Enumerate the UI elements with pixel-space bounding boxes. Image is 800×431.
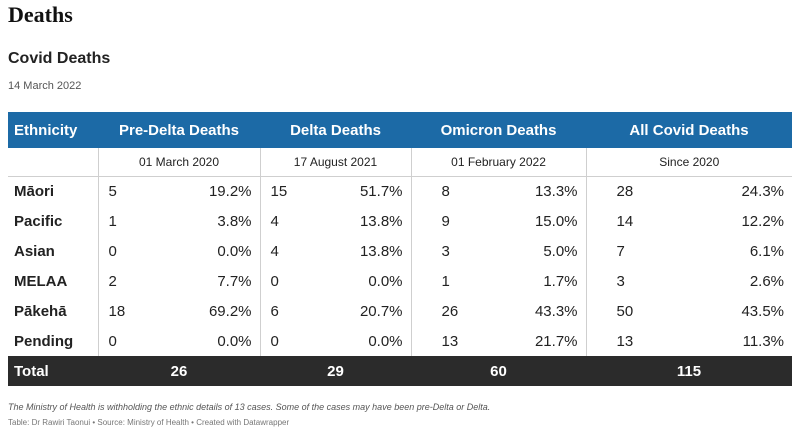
omicron-count: 1	[410, 266, 472, 296]
pre-delta-percent: 69.2%	[208, 302, 252, 320]
pre-delta-count: 1	[97, 206, 154, 236]
subheader-all-date: Since 2020	[585, 148, 793, 177]
all-covid-percent: 11.3%	[742, 332, 785, 350]
omicron-percent: 43.3%	[534, 302, 578, 320]
all-covid-count: 28	[585, 176, 649, 206]
delta-percent: 0.0%	[368, 272, 403, 290]
table-row: Pending 0 0.0% 0 0.0% 13 21.7% 13 11.3%	[8, 326, 792, 356]
omicron-count: 13	[410, 326, 472, 356]
delta-percent: 13.8%	[359, 242, 403, 260]
table-body: Māori 5 19.2% 15 51.7% 8 13.3% 28 24.3% Pacific 1 3…	[8, 176, 792, 356]
all-covid-percent: 43.5%	[741, 302, 785, 320]
table-row: Pākehā 18 69.2% 6 20.7% 26 43.3% 50 43.5%	[8, 296, 792, 326]
ethnicity-cell: Pending	[14, 332, 74, 350]
delta-percent: 0.0%	[368, 332, 403, 350]
header-row: Ethnicity Pre-Delta Deaths Delta Deaths …	[8, 112, 793, 148]
delta-count: 4	[259, 206, 301, 236]
table-row: Pacific 1 3.8% 4 13.8% 9 15.0% 14 12.2%	[8, 206, 792, 236]
delta-count: 4	[259, 236, 301, 266]
omicron-percent: 15.0%	[534, 212, 578, 230]
delta-count: 0	[259, 326, 301, 356]
pre-delta-count: 2	[97, 266, 154, 296]
subheader-delta-date: 17 August 2021	[259, 148, 412, 177]
total-row: Total 26 29 60 115	[8, 356, 793, 386]
column-header-omicron: Omicron Deaths	[411, 112, 587, 148]
omicron-count: 3	[410, 236, 472, 266]
column-header-all-covid: All Covid Deaths	[586, 112, 793, 148]
omicron-percent: 1.7%	[543, 272, 578, 290]
table-credit: Table: Dr Rawiri Taonui • Source: Minist…	[8, 418, 290, 427]
subheader-empty	[8, 148, 98, 177]
all-covid-count: 14	[585, 206, 649, 236]
subheader-pre-delta-date: 01 March 2020	[97, 148, 261, 177]
pre-delta-percent: 3.8%	[217, 212, 252, 230]
omicron-count: 26	[410, 296, 472, 326]
ethnicity-cell: MELAA	[14, 272, 68, 290]
column-header-delta: Delta Deaths	[260, 112, 412, 148]
page-heading: Deaths	[8, 2, 73, 27]
total-label: Total	[8, 356, 98, 386]
all-covid-count: 50	[585, 296, 649, 326]
total-all: 115	[586, 356, 793, 386]
pre-delta-count: 0	[97, 326, 154, 356]
all-covid-count: 7	[585, 236, 649, 266]
all-covid-count: 13	[585, 326, 649, 356]
pre-delta-percent: 0.0%	[217, 242, 252, 260]
omicron-percent: 21.7%	[534, 332, 578, 350]
column-header-ethnicity: Ethnicity	[8, 112, 98, 148]
delta-count: 6	[259, 296, 301, 326]
omicron-percent: 5.0%	[543, 242, 578, 260]
all-covid-percent: 2.6%	[749, 272, 785, 290]
covid-deaths-table: Ethnicity Pre-Delta Deaths Delta Deaths …	[8, 112, 793, 386]
table-notes: The Ministry of Health is withholding th…	[8, 402, 491, 412]
subheader-omicron-date: 01 February 2022	[410, 148, 587, 177]
pre-delta-percent: 0.0%	[217, 332, 252, 350]
delta-percent: 20.7%	[359, 302, 403, 320]
ethnicity-cell: Asian	[14, 242, 55, 260]
table-row: MELAA 2 7.7% 0 0.0% 1 1.7% 3 2.6%	[8, 266, 792, 296]
delta-count: 15	[259, 176, 301, 206]
table-title: Covid Deaths	[8, 50, 111, 67]
total-pre-delta: 26	[98, 356, 261, 386]
column-header-pre-delta: Pre-Delta Deaths	[98, 112, 261, 148]
all-covid-percent: 24.3%	[741, 182, 785, 200]
delta-count: 0	[259, 266, 301, 296]
omicron-percent: 13.3%	[534, 182, 578, 200]
subheader-row: 01 March 2020 17 August 2021 01 February…	[8, 148, 793, 177]
pre-delta-count: 5	[97, 176, 154, 206]
table-row: Asian 0 0.0% 4 13.8% 3 5.0% 7 6.1%	[8, 236, 792, 266]
pre-delta-percent: 19.2%	[208, 182, 252, 200]
all-covid-percent: 6.1%	[749, 242, 785, 260]
omicron-count: 9	[410, 206, 472, 236]
pre-delta-percent: 7.7%	[217, 272, 252, 290]
pre-delta-count: 18	[97, 296, 154, 326]
total-omicron: 60	[411, 356, 587, 386]
total-delta: 29	[260, 356, 412, 386]
ethnicity-cell: Pacific	[14, 212, 63, 230]
omicron-count: 8	[410, 176, 472, 206]
ethnicity-cell: Pākehā	[14, 302, 67, 320]
ethnicity-cell: Māori	[14, 182, 55, 200]
all-covid-percent: 12.2%	[741, 212, 785, 230]
table-row: Māori 5 19.2% 15 51.7% 8 13.3% 28 24.3%	[8, 176, 792, 206]
delta-percent: 51.7%	[359, 182, 403, 200]
all-covid-count: 3	[585, 266, 649, 296]
table-date: 14 March 2022	[8, 80, 82, 92]
pre-delta-count: 0	[97, 236, 154, 266]
delta-percent: 13.8%	[359, 212, 403, 230]
